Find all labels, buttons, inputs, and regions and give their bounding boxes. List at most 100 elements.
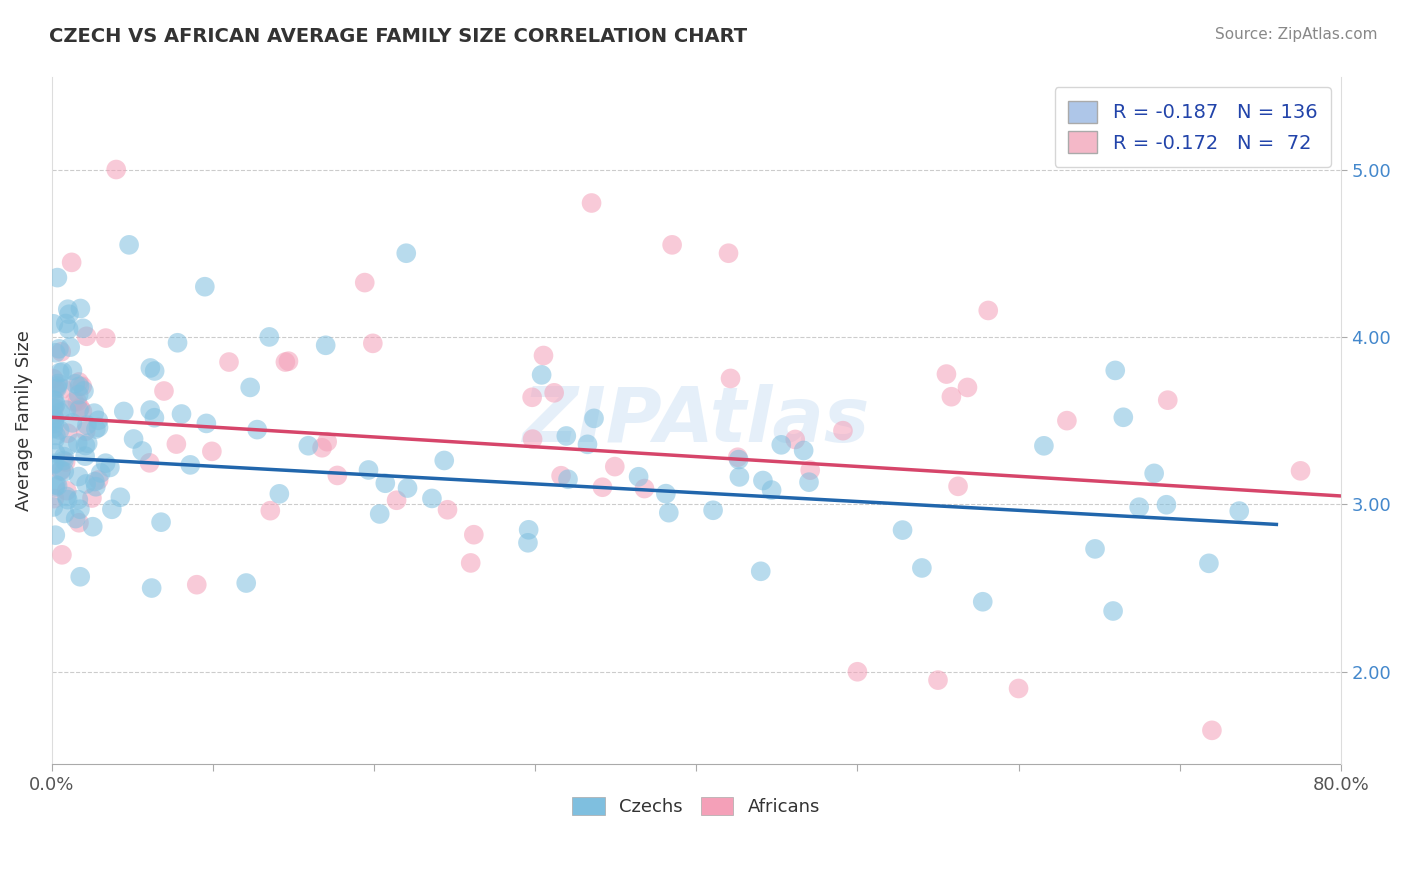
Point bbox=[67, 375, 90, 389]
Point bbox=[761, 483, 783, 497]
Point bbox=[170, 407, 193, 421]
Point bbox=[51, 548, 73, 562]
Point bbox=[165, 437, 187, 451]
Point bbox=[45, 397, 67, 411]
Point bbox=[139, 403, 162, 417]
Point bbox=[186, 577, 208, 591]
Point bbox=[143, 364, 166, 378]
Point bbox=[269, 487, 291, 501]
Point bbox=[75, 477, 97, 491]
Point bbox=[533, 349, 555, 363]
Point bbox=[582, 411, 605, 425]
Point bbox=[46, 376, 69, 391]
Point bbox=[42, 422, 65, 436]
Point bbox=[530, 368, 553, 382]
Point bbox=[357, 463, 380, 477]
Point bbox=[749, 564, 772, 578]
Point bbox=[94, 331, 117, 345]
Point bbox=[76, 329, 98, 343]
Point bbox=[201, 444, 224, 458]
Point bbox=[374, 476, 396, 491]
Point bbox=[42, 372, 65, 386]
Point bbox=[297, 439, 319, 453]
Point bbox=[396, 481, 419, 495]
Point bbox=[46, 381, 69, 395]
Point bbox=[69, 301, 91, 316]
Point bbox=[361, 336, 384, 351]
Point bbox=[420, 491, 443, 506]
Point bbox=[46, 479, 69, 493]
Point bbox=[235, 576, 257, 591]
Point bbox=[246, 423, 269, 437]
Point bbox=[661, 237, 683, 252]
Point bbox=[179, 458, 201, 472]
Point bbox=[44, 456, 66, 470]
Point bbox=[728, 470, 751, 484]
Point bbox=[67, 387, 90, 401]
Point bbox=[73, 384, 96, 398]
Point bbox=[48, 423, 70, 437]
Point bbox=[44, 401, 66, 415]
Point bbox=[368, 507, 391, 521]
Point bbox=[1007, 681, 1029, 696]
Point bbox=[55, 317, 77, 331]
Point bbox=[1143, 467, 1166, 481]
Point bbox=[44, 528, 66, 542]
Point bbox=[770, 438, 793, 452]
Point bbox=[51, 365, 73, 379]
Point bbox=[84, 422, 107, 436]
Point bbox=[55, 403, 77, 417]
Point bbox=[48, 366, 70, 380]
Point bbox=[84, 480, 107, 494]
Point bbox=[42, 409, 65, 423]
Point bbox=[946, 479, 969, 493]
Point bbox=[797, 475, 820, 490]
Point bbox=[67, 516, 90, 530]
Point bbox=[941, 390, 963, 404]
Point bbox=[557, 472, 579, 486]
Point bbox=[46, 379, 69, 393]
Point bbox=[150, 515, 173, 529]
Point bbox=[517, 535, 540, 549]
Point bbox=[46, 270, 69, 285]
Point bbox=[793, 443, 815, 458]
Point bbox=[76, 417, 98, 432]
Point bbox=[520, 390, 543, 404]
Point bbox=[66, 394, 89, 409]
Point bbox=[87, 473, 110, 487]
Point bbox=[799, 463, 821, 477]
Point bbox=[1157, 393, 1180, 408]
Point bbox=[139, 361, 162, 376]
Point bbox=[56, 492, 79, 507]
Point bbox=[52, 382, 75, 396]
Point bbox=[67, 469, 90, 483]
Point bbox=[832, 424, 855, 438]
Point bbox=[1102, 604, 1125, 618]
Point bbox=[94, 456, 117, 470]
Point bbox=[53, 450, 76, 464]
Point bbox=[131, 444, 153, 458]
Point bbox=[1084, 541, 1107, 556]
Point bbox=[58, 438, 80, 452]
Point bbox=[44, 480, 66, 494]
Point bbox=[44, 433, 66, 447]
Point bbox=[72, 321, 94, 335]
Y-axis label: Average Family Size: Average Family Size bbox=[15, 330, 32, 511]
Point bbox=[1032, 439, 1054, 453]
Point bbox=[112, 404, 135, 418]
Point bbox=[42, 317, 65, 331]
Point bbox=[218, 355, 240, 369]
Point bbox=[67, 492, 90, 507]
Point bbox=[69, 401, 91, 415]
Point bbox=[101, 502, 124, 516]
Point bbox=[1227, 504, 1250, 518]
Point bbox=[977, 303, 1000, 318]
Point bbox=[83, 406, 105, 420]
Point bbox=[56, 426, 79, 441]
Point bbox=[274, 355, 297, 369]
Point bbox=[44, 393, 66, 408]
Point bbox=[463, 527, 485, 541]
Point bbox=[44, 411, 66, 425]
Point bbox=[1201, 723, 1223, 738]
Point bbox=[717, 246, 740, 260]
